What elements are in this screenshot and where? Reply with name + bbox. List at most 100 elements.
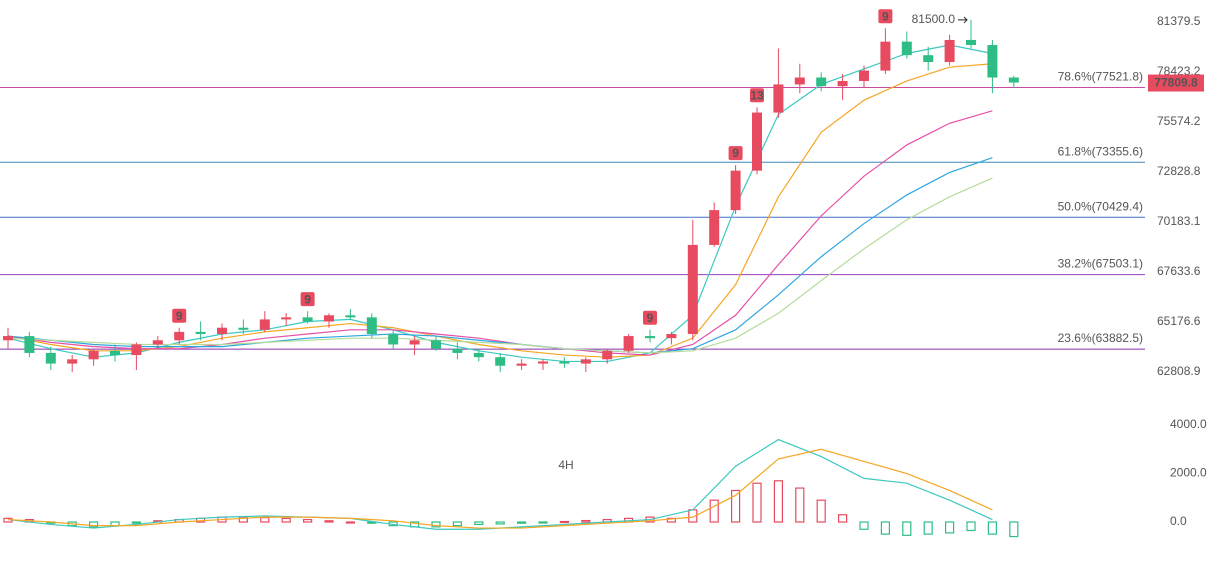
candle-body xyxy=(409,340,420,345)
td-marker-box xyxy=(728,146,743,161)
candle-body xyxy=(538,361,548,364)
candle-body xyxy=(259,319,270,330)
candle-body xyxy=(687,244,698,334)
macd-bar xyxy=(966,521,976,532)
candle-body xyxy=(730,170,741,211)
macd-bar xyxy=(431,521,441,528)
macd-bar xyxy=(923,521,933,535)
macd-bar xyxy=(795,487,805,523)
candle-body xyxy=(217,327,227,334)
macd-bar xyxy=(581,519,591,523)
candle-body xyxy=(366,317,377,334)
candle-body xyxy=(152,340,163,345)
td-marker-label: 13 xyxy=(750,88,764,102)
candle-body xyxy=(559,361,570,364)
candle-body xyxy=(131,344,142,356)
y-tick-label: 75574.2 xyxy=(1157,114,1201,128)
candle-body xyxy=(923,55,934,63)
td-marker-box xyxy=(878,9,893,24)
candle-body xyxy=(966,39,976,46)
macd-bar xyxy=(944,521,955,534)
moving-average xyxy=(7,63,993,358)
macd-bar xyxy=(88,521,99,528)
candle-body xyxy=(602,350,613,360)
macd-bar xyxy=(474,521,484,526)
td-marker-box xyxy=(643,310,657,325)
macd-bar xyxy=(837,514,848,523)
macd-bar xyxy=(709,499,719,523)
td-marker-label: 9 xyxy=(882,9,889,23)
y-tick-label: 67633.6 xyxy=(1157,264,1201,278)
macd-bar xyxy=(880,521,891,535)
macd-bar xyxy=(367,521,377,524)
current-price-box xyxy=(1148,74,1204,92)
high-label: 81500.0 xyxy=(912,12,956,26)
macd-bar xyxy=(324,520,334,523)
candle-body xyxy=(388,333,399,345)
td-marker-label: 9 xyxy=(732,146,739,160)
macd-bar xyxy=(666,517,677,523)
macd-bar xyxy=(1009,521,1019,538)
td-marker-label: 9 xyxy=(647,311,654,325)
macd-bar xyxy=(987,521,998,535)
macd-bar xyxy=(859,521,869,530)
candle-body xyxy=(1008,77,1019,83)
candle-body xyxy=(580,359,591,364)
macd-bar xyxy=(538,521,548,524)
macd-bar xyxy=(773,480,784,523)
macd-bar xyxy=(131,521,141,524)
candle-body xyxy=(987,45,998,78)
macd-bar xyxy=(816,499,826,523)
macd-bar xyxy=(730,489,741,523)
macd-bar xyxy=(559,520,570,524)
fib-label: 23.6%(63882.5) xyxy=(1058,331,1143,345)
candle-body xyxy=(238,327,249,330)
macd-period-label: 4H xyxy=(558,458,573,472)
macd-bar xyxy=(452,521,462,527)
candle-body xyxy=(45,352,56,364)
fib-label: 50.0%(70429.4) xyxy=(1058,199,1143,213)
macd-dea xyxy=(7,448,993,529)
candle-body xyxy=(302,317,313,322)
candle-body xyxy=(24,336,35,353)
td-marker-box xyxy=(300,292,315,307)
candle-body xyxy=(709,210,720,245)
macd-bar xyxy=(303,518,313,523)
td-marker-label: 9 xyxy=(176,309,183,323)
macd-bar xyxy=(260,517,270,523)
td-marker-label: 9 xyxy=(304,292,311,306)
candle-body xyxy=(516,363,527,366)
candle-body xyxy=(110,350,120,356)
macd-tick-label: 4000.0 xyxy=(1170,417,1207,431)
candle-body xyxy=(773,84,784,113)
macd-tick-label: 0.0 xyxy=(1170,514,1187,528)
candle-body xyxy=(816,77,827,87)
y-tick-label: 72828.8 xyxy=(1157,164,1201,178)
moving-average xyxy=(7,157,993,354)
macd-bar xyxy=(238,516,248,523)
current-price-label: 77809.8 xyxy=(1154,76,1198,90)
moving-average xyxy=(7,110,993,356)
candle-body xyxy=(666,333,677,339)
candle-body xyxy=(431,340,441,349)
candle-body xyxy=(495,357,506,366)
candle-body xyxy=(281,317,292,320)
candle-body xyxy=(752,112,762,171)
candle-body xyxy=(174,331,185,341)
moving-average xyxy=(7,177,993,354)
td-marker-box xyxy=(172,308,187,323)
macd-tick-label: 2000.0 xyxy=(1170,466,1207,480)
candle-body xyxy=(837,80,848,87)
fib-label: 61.8%(73355.6) xyxy=(1058,144,1143,158)
macd-bar xyxy=(345,521,355,524)
macd-bar xyxy=(516,521,527,524)
y-tick-label: 62808.9 xyxy=(1157,364,1201,378)
macd-bar xyxy=(495,521,505,525)
candle-body xyxy=(88,350,99,360)
fib-label: 38.2%(67503.1) xyxy=(1058,257,1143,271)
candle-body xyxy=(473,352,484,358)
macd-bar xyxy=(281,517,291,523)
candle-body xyxy=(452,348,463,353)
y-tick-label: 81379.5 xyxy=(1157,14,1201,28)
